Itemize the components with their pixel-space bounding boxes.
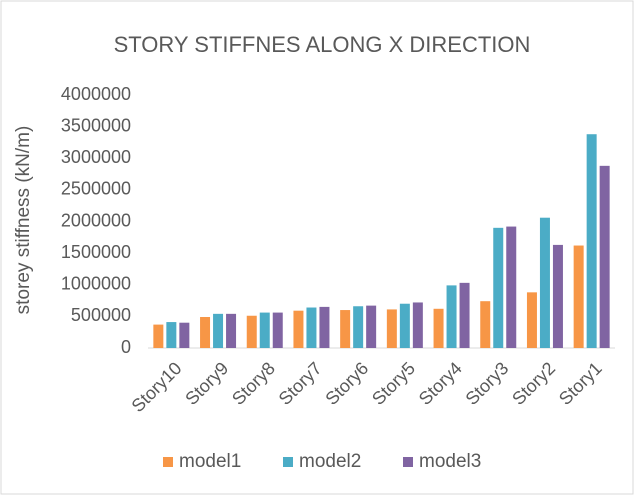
y-axis-label: storey stiffness (kN/m) [13,126,34,315]
legend-swatch [403,457,413,467]
bar [480,301,491,348]
bar [153,324,164,348]
bar [412,302,423,348]
bar [353,306,364,348]
bar [526,292,537,348]
bar [166,322,177,348]
y-tick-label: 500000 [71,305,131,325]
bar [506,226,517,348]
bar [366,305,377,348]
bar [599,165,610,348]
bar [573,245,584,348]
bar [272,312,283,348]
bar [179,322,190,348]
legend-label: model3 [419,451,481,472]
bar [399,303,410,348]
legend-swatch [283,457,293,467]
bar [459,282,470,348]
y-tick-label: 3000000 [61,147,131,167]
legend-swatch [163,457,173,467]
bar [552,244,563,348]
y-tick-label: 3500000 [61,115,131,135]
bar [306,307,317,348]
bar [539,217,550,348]
legend-label: model2 [299,451,361,472]
bar [493,227,504,348]
bar [226,313,237,348]
bar [446,285,457,348]
bar [293,310,304,348]
bar [213,313,224,348]
bar [246,315,257,348]
y-tick-label: 0 [121,337,131,357]
bar [340,310,351,348]
bar [586,134,597,348]
bar [259,312,270,348]
y-tick-label: 4000000 [61,84,131,104]
y-tick-label: 2500000 [61,179,131,199]
legend-label: model1 [179,451,241,472]
bar [200,317,211,348]
y-tick-label: 1500000 [61,242,131,262]
chart-title: STORY STIFFNES ALONG X DIRECTION [114,32,531,57]
y-tick-label: 2000000 [61,210,131,230]
bar [433,308,444,348]
bar [319,306,330,348]
bar [386,309,397,348]
y-tick-label: 1000000 [61,274,131,294]
